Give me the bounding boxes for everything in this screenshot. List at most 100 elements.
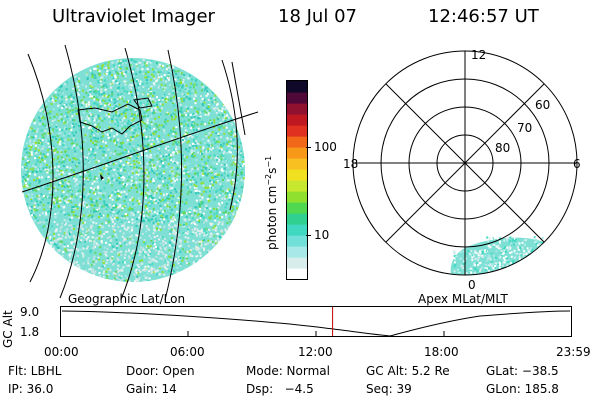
emission-pixel [128, 236, 131, 238]
emission-pixel [61, 194, 64, 197]
emission-pixel [117, 86, 120, 89]
emission-pixel [63, 158, 66, 161]
emission-pixel [109, 83, 112, 86]
emission-pixel [116, 174, 119, 177]
emission-pixel [159, 184, 162, 187]
emission-pixel [156, 106, 159, 108]
emission-pixel [75, 131, 77, 134]
emission-pixel [109, 261, 112, 264]
emission-pixel [152, 178, 155, 181]
emission-pixel [97, 230, 100, 233]
emission-pixel [67, 148, 70, 150]
emission-pixel [111, 118, 114, 121]
emission-pixel [469, 271, 472, 274]
emission-pixel [229, 170, 232, 173]
emission-pixel [84, 234, 87, 236]
emission-pixel [61, 235, 64, 238]
emission-pixel [153, 164, 156, 167]
emission-pixel [104, 62, 107, 65]
emission-pixel [157, 222, 160, 225]
emission-pixel [42, 198, 44, 201]
app-title: Ultraviolet Imager [52, 6, 215, 27]
emission-pixel [82, 96, 85, 99]
emission-pixel [199, 230, 202, 233]
emission-pixel [497, 244, 500, 247]
emission-pixel [240, 142, 242, 145]
emission-pixel [164, 266, 166, 269]
emission-pixel [89, 93, 92, 96]
emission-pixel [52, 188, 55, 191]
emission-pixel [153, 192, 156, 194]
emission-pixel [104, 192, 106, 195]
emission-pixel [213, 119, 216, 122]
emission-pixel [124, 253, 127, 256]
emission-pixel [217, 118, 219, 121]
emission-pixel [178, 173, 181, 176]
emission-pixel [503, 247, 506, 250]
emission-pixel [69, 173, 72, 176]
emission-pixel [109, 269, 112, 272]
emission-pixel [157, 199, 159, 202]
emission-pixel [162, 125, 165, 128]
emission-pixel [38, 156, 41, 159]
emission-pixel [177, 141, 180, 144]
emission-pixel [40, 185, 43, 188]
emission-pixel [69, 166, 72, 169]
emission-pixel [191, 168, 194, 171]
emission-pixel [60, 171, 63, 174]
emission-pixel [39, 109, 42, 112]
emission-pixel [96, 236, 99, 239]
emission-pixel [185, 109, 188, 112]
colorbar-band [287, 235, 307, 247]
emission-pixel [73, 157, 76, 160]
emission-pixel [236, 203, 239, 206]
emission-pixel [83, 155, 86, 158]
emission-pixel [85, 103, 88, 106]
emission-pixel [31, 171, 34, 174]
emission-pixel [151, 262, 154, 265]
emission-pixel [499, 261, 502, 264]
emission-pixel [216, 237, 219, 240]
emission-pixel [85, 92, 88, 94]
emission-pixel [152, 215, 155, 218]
emission-pixel [218, 147, 221, 150]
emission-pixel [159, 228, 162, 231]
emission-pixel [151, 196, 154, 199]
emission-pixel [125, 161, 128, 163]
emission-pixel [28, 152, 31, 155]
emission-pixel [240, 152, 242, 155]
emission-pixel [157, 65, 160, 68]
emission-pixel [126, 214, 129, 217]
emission-pixel [177, 85, 180, 88]
emission-pixel [181, 183, 184, 186]
emission-pixel [202, 172, 205, 175]
emission-pixel [191, 120, 194, 123]
emission-pixel [83, 102, 86, 105]
emission-pixel [115, 162, 118, 165]
emission-pixel [90, 200, 93, 203]
emission-pixel [174, 161, 177, 163]
emission-pixel [500, 250, 503, 253]
emission-pixel [166, 120, 169, 123]
emission-pixel [48, 125, 51, 127]
emission-pixel [70, 224, 73, 227]
emission-pixel [217, 115, 220, 118]
emission-pixel [201, 152, 203, 155]
emission-pixel [462, 250, 465, 253]
emission-pixel [85, 237, 88, 240]
emission-pixel [213, 126, 216, 129]
emission-pixel [128, 85, 131, 88]
emission-pixel [118, 261, 121, 264]
emission-pixel [221, 223, 224, 226]
emission-pixel [62, 181, 65, 184]
emission-pixel [215, 241, 218, 244]
emission-pixel [98, 226, 101, 229]
emission-pixel [195, 83, 198, 86]
emission-pixel [472, 252, 475, 255]
emission-pixel [104, 253, 107, 256]
emission-pixel [64, 139, 67, 141]
emission-pixel [521, 241, 524, 244]
emission-pixel [172, 166, 175, 169]
emission-pixel [36, 128, 39, 130]
emission-pixel [85, 118, 88, 121]
